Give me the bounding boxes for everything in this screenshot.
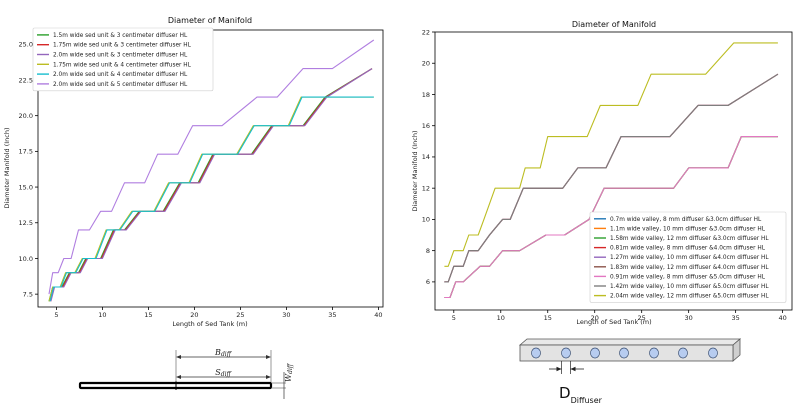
legend-entry: 1.27m wide valley, 10 mm diffuser &4.0cm… <box>610 255 769 261</box>
x-tick-label: 10 <box>497 314 505 322</box>
right-chart-lines <box>444 42 779 299</box>
diffuser-hole <box>531 347 541 359</box>
y-tick-label: 15.0 <box>19 183 33 191</box>
legend-entry: 1.75m wide sed unit & 4 centimeter diffu… <box>53 62 192 68</box>
left-chart-xlabel: Length of Sed Tank (m) <box>172 320 247 328</box>
y-tick-label: 10.0 <box>19 255 33 263</box>
legend-entry: 1.75m wide sed unit & 3 centimeter diffu… <box>53 43 192 49</box>
x-tick-label: 5 <box>452 314 456 322</box>
legend-entry: 1.83m wide valley, 12 mm diffuser &4.0cm… <box>610 265 769 271</box>
series-line <box>48 68 373 302</box>
legend-entry: 1.42m wide valley, 10 mm diffuser &5.0cm… <box>610 284 769 290</box>
d-diffuser-arrowheads <box>556 366 576 372</box>
x-tick-label: 35 <box>731 314 739 322</box>
series-line <box>48 96 374 302</box>
legend-entry: 1.58m wide valley, 12 mm diffuser &3.0cm… <box>610 236 769 242</box>
x-tick-label: 30 <box>685 314 693 322</box>
y-tick-label: 6 <box>426 278 430 286</box>
legend-entry: 0.7m wide valley, 8 mm diffuser &3.0cm d… <box>610 217 762 223</box>
left-chart: Diameter of Manifold 5 10 15 20 25 30 35 40 7.5 1… <box>3 16 384 328</box>
x-tick-label: 15 <box>544 314 552 322</box>
y-tick-label: 25.0 <box>19 41 33 49</box>
left-chart-lines <box>48 39 375 302</box>
diffuser-hole <box>678 347 688 359</box>
y-tick-label: 22.5 <box>19 76 33 84</box>
series-line <box>49 96 374 302</box>
right-chart-xlabel: Length of Sed Tank (m) <box>576 318 651 326</box>
diffuser-hole <box>649 347 659 359</box>
y-tick-label: 20 <box>422 60 430 68</box>
x-tick-label: 15 <box>144 311 152 319</box>
x-tick-label: 40 <box>778 314 786 322</box>
series-line <box>444 42 778 267</box>
legend-entry: 1.1m wide valley, 10 mm diffuser &3.0cm … <box>610 226 766 232</box>
right-chart: Diameter of Manifold 5 10 15 20 25 30 35 40 6 8 10… <box>411 20 793 326</box>
diffuser-hole <box>708 347 718 359</box>
y-tick-label: 16 <box>422 122 430 130</box>
diffuser-hole <box>561 347 571 359</box>
right-chart-legend: 0.7m wide valley, 8 mm diffuser &3.0cm d… <box>589 211 787 303</box>
series-line <box>444 73 779 283</box>
legend-entry: 0.91m wide valley, 8 mm diffuser &5.0cm … <box>610 274 766 280</box>
manifold-diagram: Bdiff Sdiff Wdiff <box>78 348 294 399</box>
legend-entry: 0.81m wide valley, 8 mm diffuser &4.0cm … <box>610 246 766 252</box>
legend-entry: 2.0m wide sed unit & 5 centimeter diffus… <box>53 82 188 88</box>
x-tick-label: 25 <box>638 314 646 322</box>
b-diff-label: Bdiff <box>214 348 233 358</box>
legend-entry: 1.5m wide sed unit & 3 centimeter diffus… <box>53 33 188 39</box>
w-diff-label: Wdiff <box>284 362 294 382</box>
legend-entry: 2.0m wide sed unit & 4 centimeter diffus… <box>53 72 188 78</box>
x-tick-label: 25 <box>236 311 244 319</box>
series-line <box>50 68 373 302</box>
x-tick-label: 10 <box>98 311 106 319</box>
diffuser-holes <box>531 347 718 359</box>
left-chart-legend: 1.5m wide sed unit & 3 centimeter diffus… <box>32 27 214 92</box>
series-line <box>49 68 373 302</box>
right-chart-ylabel: Diameter Manifold (Inch) <box>411 131 419 212</box>
x-tick-label: 20 <box>591 314 599 322</box>
x-tick-label: 5 <box>54 311 58 319</box>
right-chart-title: Diameter of Manifold <box>572 20 656 29</box>
series-line <box>48 39 375 295</box>
x-tick-label: 35 <box>328 311 336 319</box>
legend-entry: 2.04m wide valley, 12 mm diffuser &5.0cm… <box>610 294 769 300</box>
y-tick-label: 8 <box>426 247 430 255</box>
legend-entry: 2.0m wide sed unit & 3 centimeter diffus… <box>53 53 188 59</box>
y-tick-label: 10 <box>422 216 430 224</box>
y-tick-label: 22 <box>422 28 430 36</box>
x-tick-label: 30 <box>282 311 290 319</box>
d-diffuser-label: DDiffuser <box>559 384 603 405</box>
diffuser-hole <box>590 347 600 359</box>
x-tick-label: 40 <box>374 311 382 319</box>
left-chart-ticks: 5 10 15 20 25 30 35 40 7.5 10.0 12.5 15.0 17.5 20.0 22… <box>19 41 383 319</box>
diffuser-hole <box>619 347 629 359</box>
right-chart-plot-frame <box>434 31 793 311</box>
left-chart-ylabel: Diameter Manifold (Inch) <box>3 128 11 209</box>
y-tick-label: 7.5 <box>23 290 33 298</box>
legend-box <box>32 27 214 92</box>
y-tick-label: 14 <box>422 153 430 161</box>
y-tick-label: 17.5 <box>19 148 33 156</box>
y-tick-label: 12.5 <box>19 219 33 227</box>
diffuser-pipe-top <box>518 338 742 346</box>
legend-box <box>589 211 787 303</box>
diffuser-diagram: DDiffuser <box>518 338 742 405</box>
series-line <box>444 136 778 299</box>
x-tick-label: 20 <box>190 311 198 319</box>
y-tick-label: 12 <box>422 184 430 192</box>
y-tick-label: 18 <box>422 91 430 99</box>
y-tick-label: 20.0 <box>19 112 33 120</box>
s-diff-label: Sdiff <box>215 368 232 378</box>
left-chart-title: Diameter of Manifold <box>168 16 252 25</box>
right-chart-ticks: 5 10 15 20 25 30 35 40 6 8 10 12 14 16 18 20 22 <box>422 28 787 322</box>
